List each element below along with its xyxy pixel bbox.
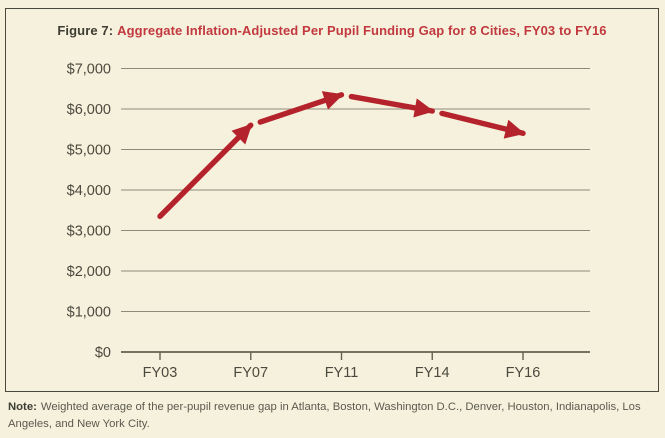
note-label: Note:: [8, 401, 37, 413]
figure-title: Figure 7: Aggregate Inflation-Adjusted Pe…: [6, 23, 658, 38]
figure-note: Note: Weighted average of the per-pupil r…: [8, 399, 658, 433]
figure-heading: Aggregate Inflation-Adjusted Per Pupil F…: [117, 23, 607, 38]
note-text: Weighted average of the per-pupil revenu…: [8, 401, 641, 430]
figure-box: Figure 7: Aggregate Inflation-Adjusted Pe…: [5, 8, 659, 392]
figure-number-label: Figure 7:: [57, 23, 114, 38]
